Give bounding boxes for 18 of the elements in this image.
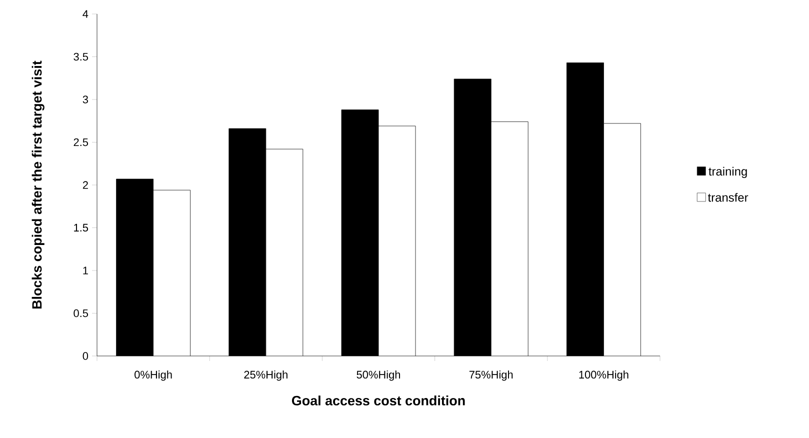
legend-label: transfer bbox=[708, 192, 748, 202]
y-tick-label: 2 bbox=[82, 181, 88, 189]
x-tick-label: 50%High bbox=[356, 370, 400, 381]
y-tick-label: 3 bbox=[82, 96, 88, 104]
x-tick-label: 0%High bbox=[134, 370, 172, 381]
x-tick-label: 75%High bbox=[469, 370, 513, 381]
y-tick-label: 1.5 bbox=[74, 224, 88, 232]
y-tick-label: 0.5 bbox=[74, 309, 88, 318]
x-axis-title: Goal access cost condition bbox=[292, 396, 465, 406]
y-tick-label: 0 bbox=[82, 352, 88, 360]
y-tick-label: 2.5 bbox=[74, 138, 88, 146]
y-tick-label: 1 bbox=[83, 266, 88, 274]
y-tick-label: 3.5 bbox=[74, 52, 88, 61]
legend-label: training bbox=[708, 166, 747, 178]
x-tick-label: 25%High bbox=[244, 370, 288, 381]
y-axis-title: Blocks copied after the first target visit bbox=[32, 60, 44, 309]
y-tick-label: 4 bbox=[82, 10, 88, 18]
x-tick-label: 100%High bbox=[579, 370, 628, 381]
